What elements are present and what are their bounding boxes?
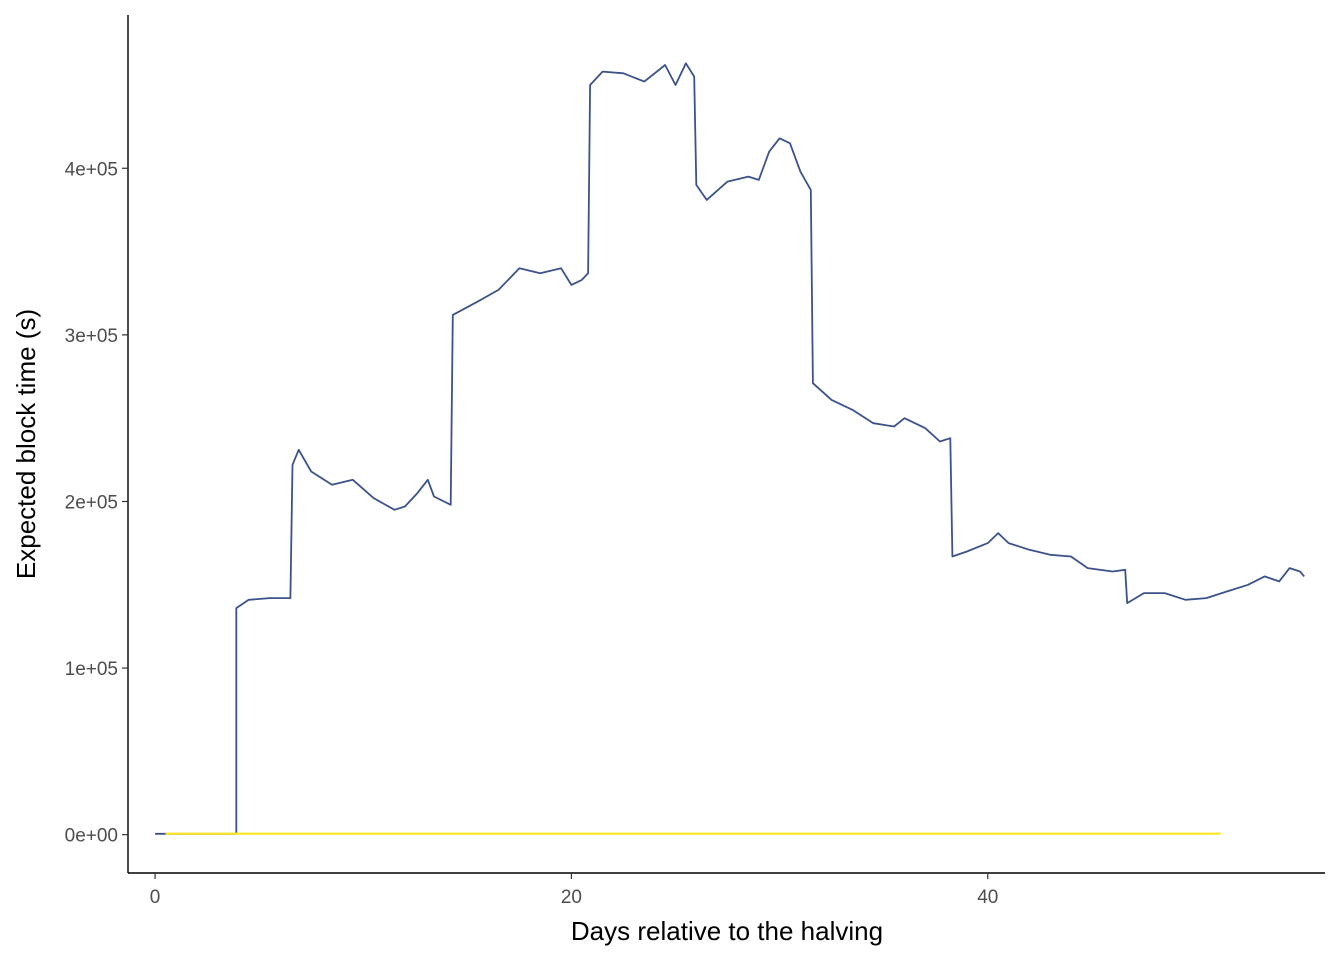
x-tick-label: 20 [561, 887, 582, 908]
x-tick-label: 0 [150, 887, 161, 908]
x-axis-title: Days relative to the halving [571, 916, 883, 946]
x-tick-label: 40 [977, 887, 998, 908]
y-axis-title: Expected block time (s) [11, 309, 41, 579]
y-tick-label: 2e+05 [65, 492, 118, 513]
y-tick-label: 4e+05 [65, 159, 118, 180]
x-axis-ticks: 0 20 40 [150, 873, 998, 908]
y-tick-label: 3e+05 [65, 326, 118, 347]
y-tick-label: 1e+05 [65, 659, 118, 680]
y-axis-ticks: 0e+00 1e+05 2e+05 3e+05 4e+05 [65, 159, 128, 847]
y-tick-label: 0e+00 [65, 826, 118, 847]
series-line-0 [155, 62, 1305, 835]
plot-area [155, 62, 1305, 835]
